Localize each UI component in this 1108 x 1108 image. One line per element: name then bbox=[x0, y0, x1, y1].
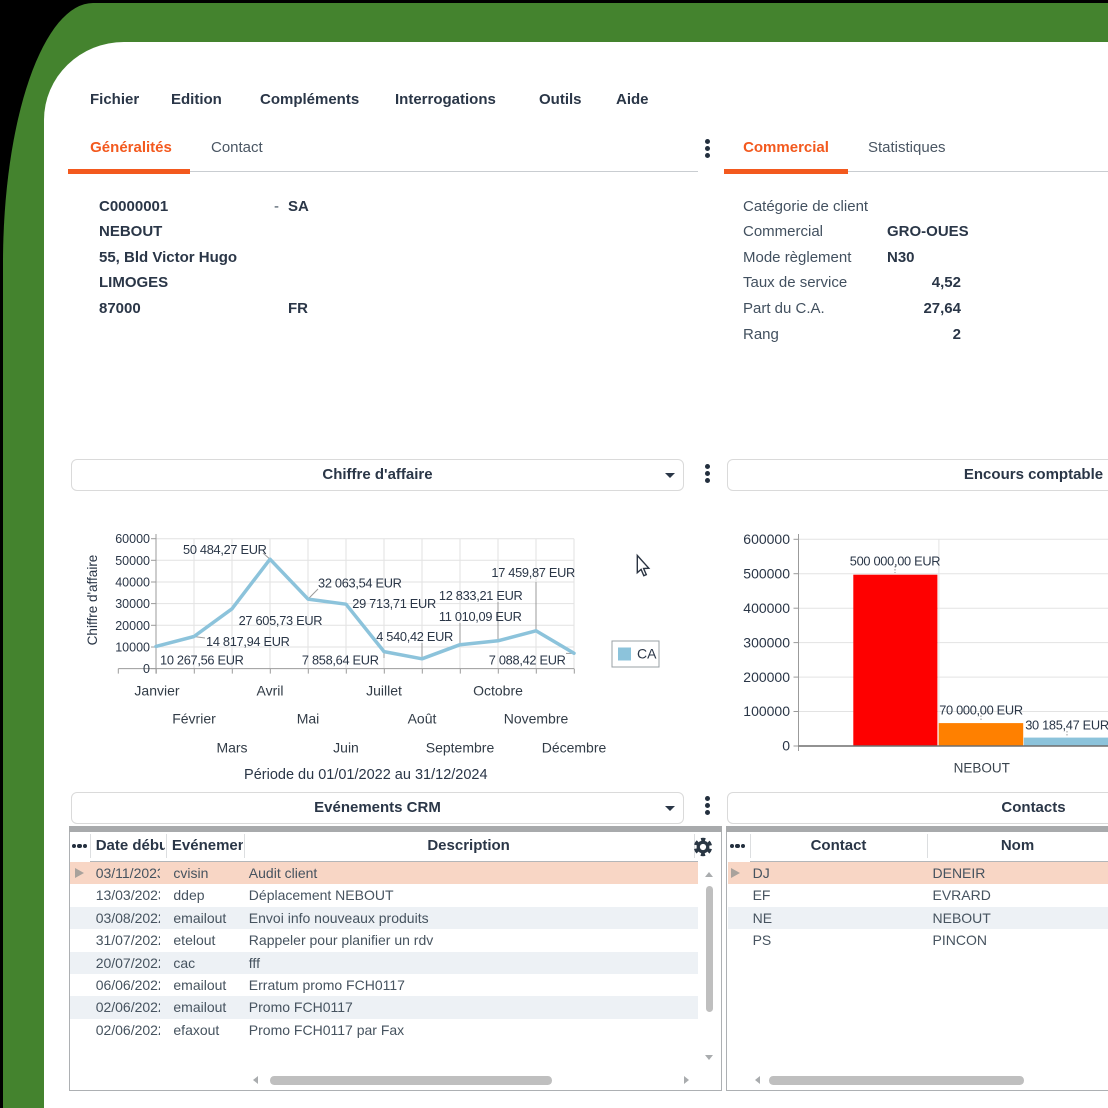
svg-text:50000: 50000 bbox=[115, 554, 150, 568]
svg-text:0: 0 bbox=[143, 662, 150, 676]
svg-text:29 713,71 EUR: 29 713,71 EUR bbox=[352, 596, 436, 611]
svg-text:70 000,00 EUR: 70 000,00 EUR bbox=[939, 703, 1023, 718]
svg-text:30 185,47 EUR: 30 185,47 EUR bbox=[1025, 718, 1108, 733]
svg-text:Mai: Mai bbox=[297, 711, 320, 727]
svg-text:11 010,09 EUR: 11 010,09 EUR bbox=[439, 609, 522, 624]
svg-text:Novembre: Novembre bbox=[504, 711, 569, 727]
svg-text:Février: Février bbox=[172, 711, 216, 727]
svg-text:Mars: Mars bbox=[216, 740, 247, 756]
svg-text:30000: 30000 bbox=[115, 597, 150, 611]
svg-text:50 484,27 EUR: 50 484,27 EUR bbox=[183, 542, 267, 557]
svg-text:Avril: Avril bbox=[257, 683, 284, 699]
svg-text:27 605,73 EUR: 27 605,73 EUR bbox=[239, 613, 323, 628]
svg-text:Septembre: Septembre bbox=[426, 740, 495, 756]
svg-text:17 459,87 EUR: 17 459,87 EUR bbox=[491, 565, 575, 580]
svg-text:Octobre: Octobre bbox=[473, 683, 523, 699]
svg-text:7 088,42 EUR: 7 088,42 EUR bbox=[489, 653, 566, 668]
svg-text:Période du 01/01/2022 au 31/12: Période du 01/01/2022 au 31/12/2024 bbox=[244, 767, 488, 783]
svg-text:20000: 20000 bbox=[115, 619, 150, 633]
svg-text:12 833,21 EUR: 12 833,21 EUR bbox=[439, 588, 523, 603]
svg-text:Juin: Juin bbox=[333, 740, 359, 756]
svg-text:7 858,64 EUR: 7 858,64 EUR bbox=[302, 653, 379, 668]
svg-text:200000: 200000 bbox=[743, 669, 790, 685]
svg-text:500000: 500000 bbox=[743, 565, 790, 581]
svg-text:10000: 10000 bbox=[115, 641, 150, 655]
svg-text:60000: 60000 bbox=[115, 532, 150, 546]
svg-text:14 817,94 EUR: 14 817,94 EUR bbox=[206, 634, 290, 649]
svg-text:Décembre: Décembre bbox=[542, 740, 607, 756]
svg-text:10 267,56 EUR: 10 267,56 EUR bbox=[160, 653, 244, 668]
svg-text:Janvier: Janvier bbox=[134, 683, 179, 699]
svg-text:600000: 600000 bbox=[743, 531, 790, 547]
svg-text:NEBOUT: NEBOUT bbox=[954, 761, 1010, 776]
svg-text:40000: 40000 bbox=[115, 576, 150, 590]
svg-text:400000: 400000 bbox=[743, 600, 790, 616]
svg-text:Chiffre d'affaire: Chiffre d'affaire bbox=[85, 555, 100, 646]
svg-text:4 540,42 EUR: 4 540,42 EUR bbox=[376, 629, 453, 644]
svg-text:Août: Août bbox=[408, 711, 437, 727]
svg-text:100000: 100000 bbox=[743, 703, 790, 719]
svg-text:500 000,00 EUR: 500 000,00 EUR bbox=[850, 554, 940, 569]
svg-text:0: 0 bbox=[782, 738, 790, 754]
svg-text:300000: 300000 bbox=[743, 634, 790, 650]
svg-text:CA: CA bbox=[637, 646, 657, 662]
svg-text:Juillet: Juillet bbox=[366, 683, 402, 699]
svg-text:32 063,54 EUR: 32 063,54 EUR bbox=[318, 576, 402, 591]
